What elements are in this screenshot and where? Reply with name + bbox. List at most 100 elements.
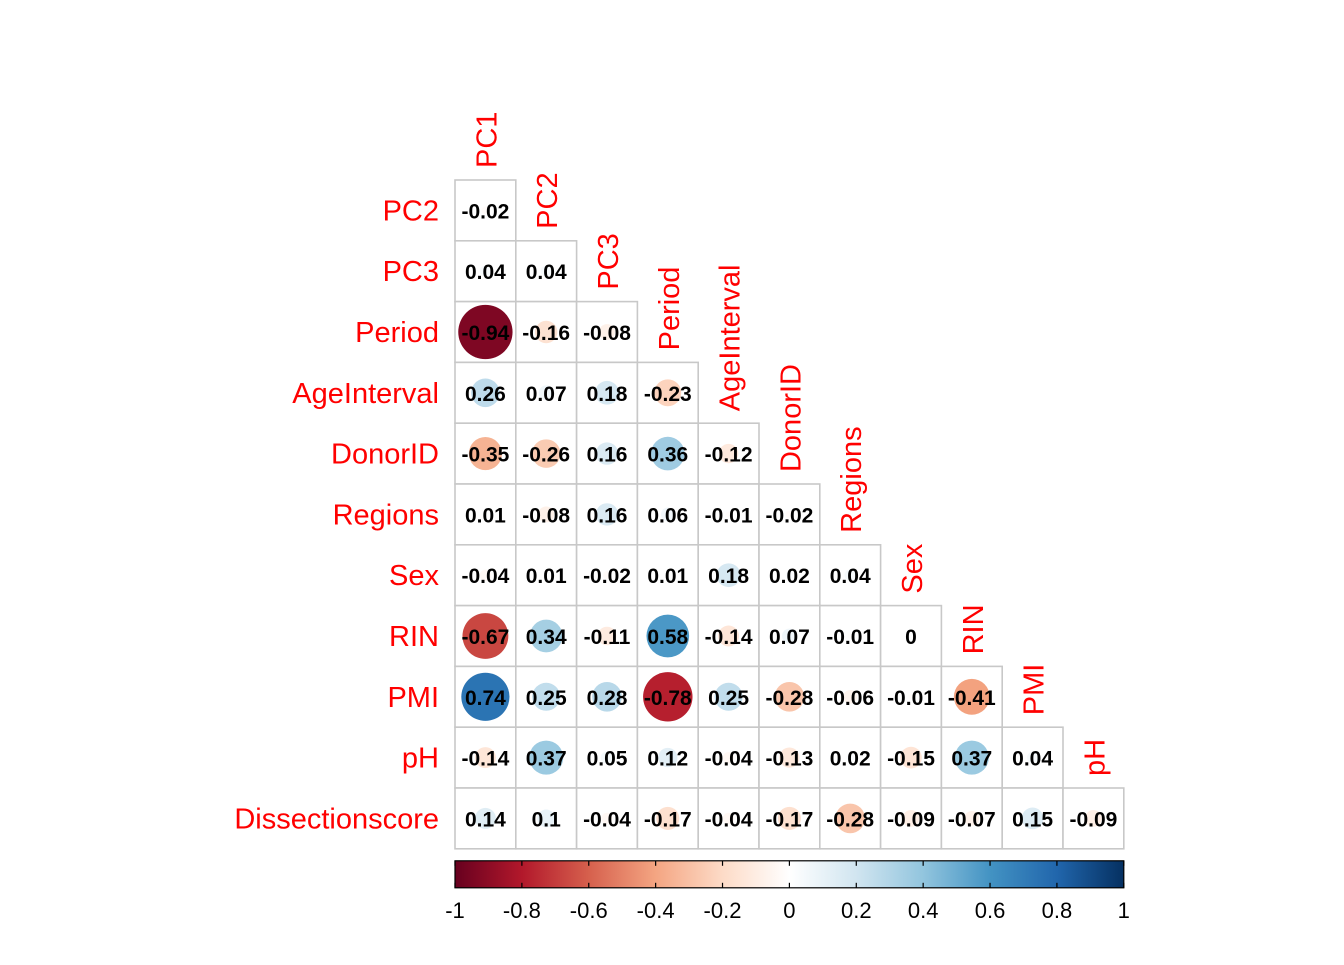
value-label: -0.09 xyxy=(1069,808,1117,831)
circle-10-7 xyxy=(902,810,920,827)
value-label: -0.02 xyxy=(765,504,813,527)
circle-10-6 xyxy=(835,803,866,834)
circle-6-1 xyxy=(543,572,549,578)
value-label: -0.12 xyxy=(705,444,753,467)
value-label: -0.23 xyxy=(644,383,692,406)
circle-8-4 xyxy=(714,682,743,711)
value-label: 0.1 xyxy=(532,808,562,831)
row-label: DonorID xyxy=(331,439,439,471)
value-label: 0.15 xyxy=(1012,808,1053,831)
value-label: -0.26 xyxy=(522,444,570,467)
circle-9-6 xyxy=(846,753,855,762)
circle-5-2 xyxy=(595,503,619,526)
circle-6-4 xyxy=(716,563,741,588)
value-label: 0.16 xyxy=(587,444,628,467)
circle-7-0 xyxy=(462,613,509,659)
value-label: -0.01 xyxy=(826,626,874,649)
value-label: 0.74 xyxy=(465,687,506,710)
value-label: -0.67 xyxy=(461,626,509,649)
value-label: 0.26 xyxy=(465,383,506,406)
circle-8-8 xyxy=(953,678,990,715)
value-label: -0.09 xyxy=(887,808,935,831)
value-label: 0.58 xyxy=(647,626,688,649)
circle-2-0 xyxy=(458,304,513,360)
value-label: -0.04 xyxy=(583,808,631,831)
value-label: -0.15 xyxy=(887,748,935,771)
cell-3-1 xyxy=(514,361,578,424)
row-labels: PC2 PC3 Period AgeInterval DonorID Regions Sex… xyxy=(234,195,439,835)
value-label: -0.16 xyxy=(522,322,570,345)
circle-10-9 xyxy=(1021,807,1044,830)
value-label: -0.17 xyxy=(765,808,813,831)
value-label: -0.41 xyxy=(948,687,996,710)
column-label: PC1 xyxy=(471,112,503,168)
circle-8-6 xyxy=(843,689,858,704)
circle-7-5 xyxy=(781,628,797,644)
column-label: PC2 xyxy=(532,172,564,228)
value-label: -0.17 xyxy=(644,808,692,831)
value-label: 0.25 xyxy=(708,687,749,710)
circle-4-2 xyxy=(595,442,619,465)
value-label: 0.36 xyxy=(647,444,688,467)
circle-10-3 xyxy=(656,806,680,830)
circle-5-5 xyxy=(785,510,794,519)
row-label: PC2 xyxy=(383,195,439,227)
circle-7-2 xyxy=(597,626,617,646)
cell-7-7 xyxy=(879,604,943,668)
circle-8-1 xyxy=(532,682,561,711)
circle-8-5 xyxy=(774,681,805,712)
colorbar-tick-label: 0.6 xyxy=(975,898,1006,923)
value-label: 0.16 xyxy=(587,504,628,527)
value-label: 0.02 xyxy=(830,748,871,771)
circle-9-5 xyxy=(779,747,800,768)
circle-10-8 xyxy=(964,810,980,826)
circle-9-8 xyxy=(954,740,989,775)
colorbar-tick-label: -1 xyxy=(445,898,465,923)
value-label: -0.06 xyxy=(826,687,874,710)
circle-7-6 xyxy=(847,633,853,639)
cell-4-3 xyxy=(636,422,700,485)
column-labels: PC1 PC2 PC3 Period AgeInterval DonorID Regions… xyxy=(471,112,1111,776)
circle-10-1 xyxy=(537,809,556,828)
colorbar-tick-label: 0 xyxy=(783,898,795,923)
circle-3-1 xyxy=(538,385,554,401)
circle-2-2 xyxy=(599,324,615,340)
value-label: -0.01 xyxy=(705,504,753,527)
circle-10-2 xyxy=(601,812,613,825)
colorbar-tick-label: -0.4 xyxy=(637,898,675,923)
circle-9-1 xyxy=(529,740,564,775)
value-label: 0.01 xyxy=(465,504,506,527)
value-label: -0.04 xyxy=(705,748,753,771)
value-label: -0.14 xyxy=(461,748,509,771)
value-label: 0.01 xyxy=(526,565,567,588)
value-label: 0.34 xyxy=(526,626,567,649)
value-label: 0.05 xyxy=(587,748,628,771)
value-label: -0.08 xyxy=(522,504,570,527)
row-label: RIN xyxy=(389,621,439,653)
row-label: AgeInterval xyxy=(292,378,439,410)
circle-4-3 xyxy=(651,436,685,471)
value-label: 0.28 xyxy=(587,687,628,710)
value-label: 0.37 xyxy=(526,748,567,771)
circle-4-1 xyxy=(531,439,561,468)
circle-3-0 xyxy=(471,378,500,408)
value-label: 0.04 xyxy=(1012,748,1053,771)
value-label: 0.06 xyxy=(647,504,688,527)
column-label: pH xyxy=(1079,739,1111,776)
value-label: -0.11 xyxy=(584,626,631,649)
value-label: -0.78 xyxy=(644,687,692,710)
value-label: -0.04 xyxy=(461,565,509,588)
colorbar-tick-label: 1 xyxy=(1118,898,1130,923)
value-label: 0.01 xyxy=(647,565,688,588)
column-label: Sex xyxy=(897,543,929,593)
row-label: PMI xyxy=(387,682,439,714)
colorbar-tick-label: -0.2 xyxy=(704,898,742,923)
circle-1-0 xyxy=(479,265,491,277)
circle-9-7 xyxy=(900,746,922,769)
colorbar-tick-label: 0.8 xyxy=(1042,898,1073,923)
column-label: AgeInterval xyxy=(715,264,747,411)
row-label: Sex xyxy=(389,560,439,592)
colorbar-tick-label: -0.6 xyxy=(570,898,608,923)
